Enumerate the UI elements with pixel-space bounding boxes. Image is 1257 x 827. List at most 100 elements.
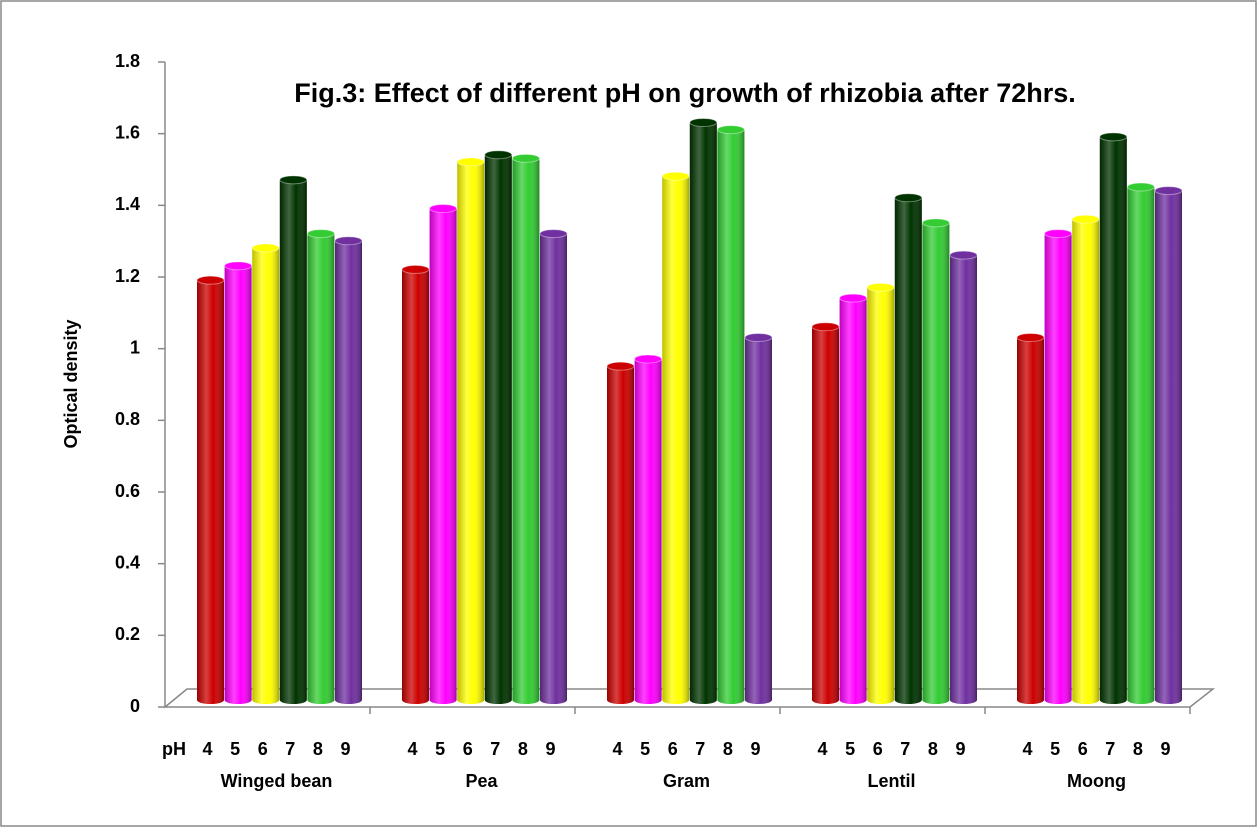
bar-top (484, 150, 513, 160)
bar-shade (867, 287, 895, 704)
series-label: 4 (202, 739, 212, 759)
bar-top (689, 118, 718, 127)
bar-top (811, 322, 840, 332)
bar-shade (922, 222, 950, 705)
bar-shade (402, 269, 429, 704)
bar-top (1044, 229, 1073, 239)
bar-top (196, 275, 225, 285)
bar-shade (457, 161, 485, 704)
series-axis-label: pH (162, 739, 186, 759)
y-tick-label: 1 (130, 337, 140, 357)
series-label: 6 (1078, 739, 1088, 759)
series-label: 9 (1160, 739, 1170, 759)
series-label: 5 (230, 739, 240, 759)
series-label: 4 (612, 739, 622, 759)
bar-top (539, 229, 568, 239)
bar-shade (540, 233, 567, 705)
series-label: 9 (340, 739, 350, 759)
bar-top (634, 354, 663, 364)
bar-shade (1017, 337, 1044, 704)
y-tick-label: 0.6 (115, 481, 140, 501)
y-tick-label: 1.8 (115, 51, 140, 71)
series-label: 4 (1022, 739, 1032, 759)
x-tick-label: Winged bean (221, 771, 333, 791)
bar-top (894, 193, 923, 203)
bar-top (1071, 214, 1100, 224)
bar-top (1099, 132, 1128, 142)
bar-top (456, 157, 485, 167)
bar-shade (252, 247, 280, 704)
series-label: 5 (845, 739, 855, 759)
bar-shade (1044, 233, 1072, 705)
bar-top (1016, 333, 1045, 342)
y-tick-label: 1.2 (115, 266, 140, 286)
bar-top (279, 175, 308, 185)
series-label: 6 (668, 739, 678, 759)
bar-shade (662, 176, 690, 704)
series-label: 4 (817, 739, 827, 759)
series-label: 9 (955, 739, 965, 759)
y-axis-label: Optical density (61, 319, 81, 448)
bar-shade (812, 326, 839, 704)
series-label: 7 (695, 739, 705, 759)
bar-shade (224, 265, 252, 704)
y-tick-label: 0.2 (115, 624, 140, 644)
bar-top (429, 204, 458, 213)
x-tick-label: Gram (663, 771, 710, 791)
bar-top (606, 361, 635, 371)
series-label: 9 (750, 739, 760, 759)
bar-top (661, 171, 690, 181)
bar-shade (1127, 187, 1155, 704)
bar-shade (689, 122, 717, 704)
bar-shade (607, 366, 634, 704)
bar-shade (1072, 219, 1100, 704)
bar-shade (335, 240, 362, 704)
series-label: 7 (1105, 739, 1115, 759)
series-label: 5 (435, 739, 445, 759)
bar-shade (717, 129, 745, 704)
series-label: 5 (1050, 739, 1060, 759)
series-label: 8 (313, 739, 323, 759)
bar-shade (279, 179, 307, 705)
bar-top (251, 243, 280, 253)
bar-shade (745, 337, 772, 704)
bar-shade (1155, 190, 1182, 705)
bar-top (921, 218, 950, 228)
bar-top (866, 282, 895, 292)
series-label: 9 (545, 739, 555, 759)
series-label: 6 (463, 739, 473, 759)
bar-top (401, 264, 430, 274)
bar-shade (307, 233, 335, 705)
y-tick-label: 0.4 (115, 552, 140, 572)
y-tick-label: 1.4 (115, 194, 140, 214)
bar-top (306, 229, 335, 239)
bar-shade (429, 208, 457, 704)
series-label: 5 (640, 739, 650, 759)
bar-top (1126, 182, 1155, 192)
bar-shade (484, 154, 512, 704)
series-label: 8 (723, 739, 733, 759)
bar-top (224, 261, 253, 271)
series-label: 6 (258, 739, 268, 759)
series-label: 4 (407, 739, 417, 759)
bar-top (1154, 186, 1183, 196)
bar-shade (950, 255, 977, 705)
bar-shade (839, 298, 867, 704)
series-label: 6 (873, 739, 883, 759)
bar-top (716, 125, 745, 135)
series-label: 8 (518, 739, 528, 759)
chart-title: Fig.3: Effect of different pH on growth … (294, 78, 1076, 108)
y-tick-label: 1.6 (115, 122, 140, 142)
bar-shade (1099, 136, 1127, 705)
bar-top (949, 250, 978, 260)
bar-shade (634, 359, 662, 704)
bar-shade (512, 158, 540, 705)
y-tick-label: 0.8 (115, 409, 140, 429)
bar-top (839, 293, 868, 303)
bar-shade (197, 280, 224, 704)
bar-top (744, 333, 773, 342)
bar-top (334, 236, 363, 246)
series-label: 7 (490, 739, 500, 759)
x-tick-label: Pea (465, 771, 498, 791)
